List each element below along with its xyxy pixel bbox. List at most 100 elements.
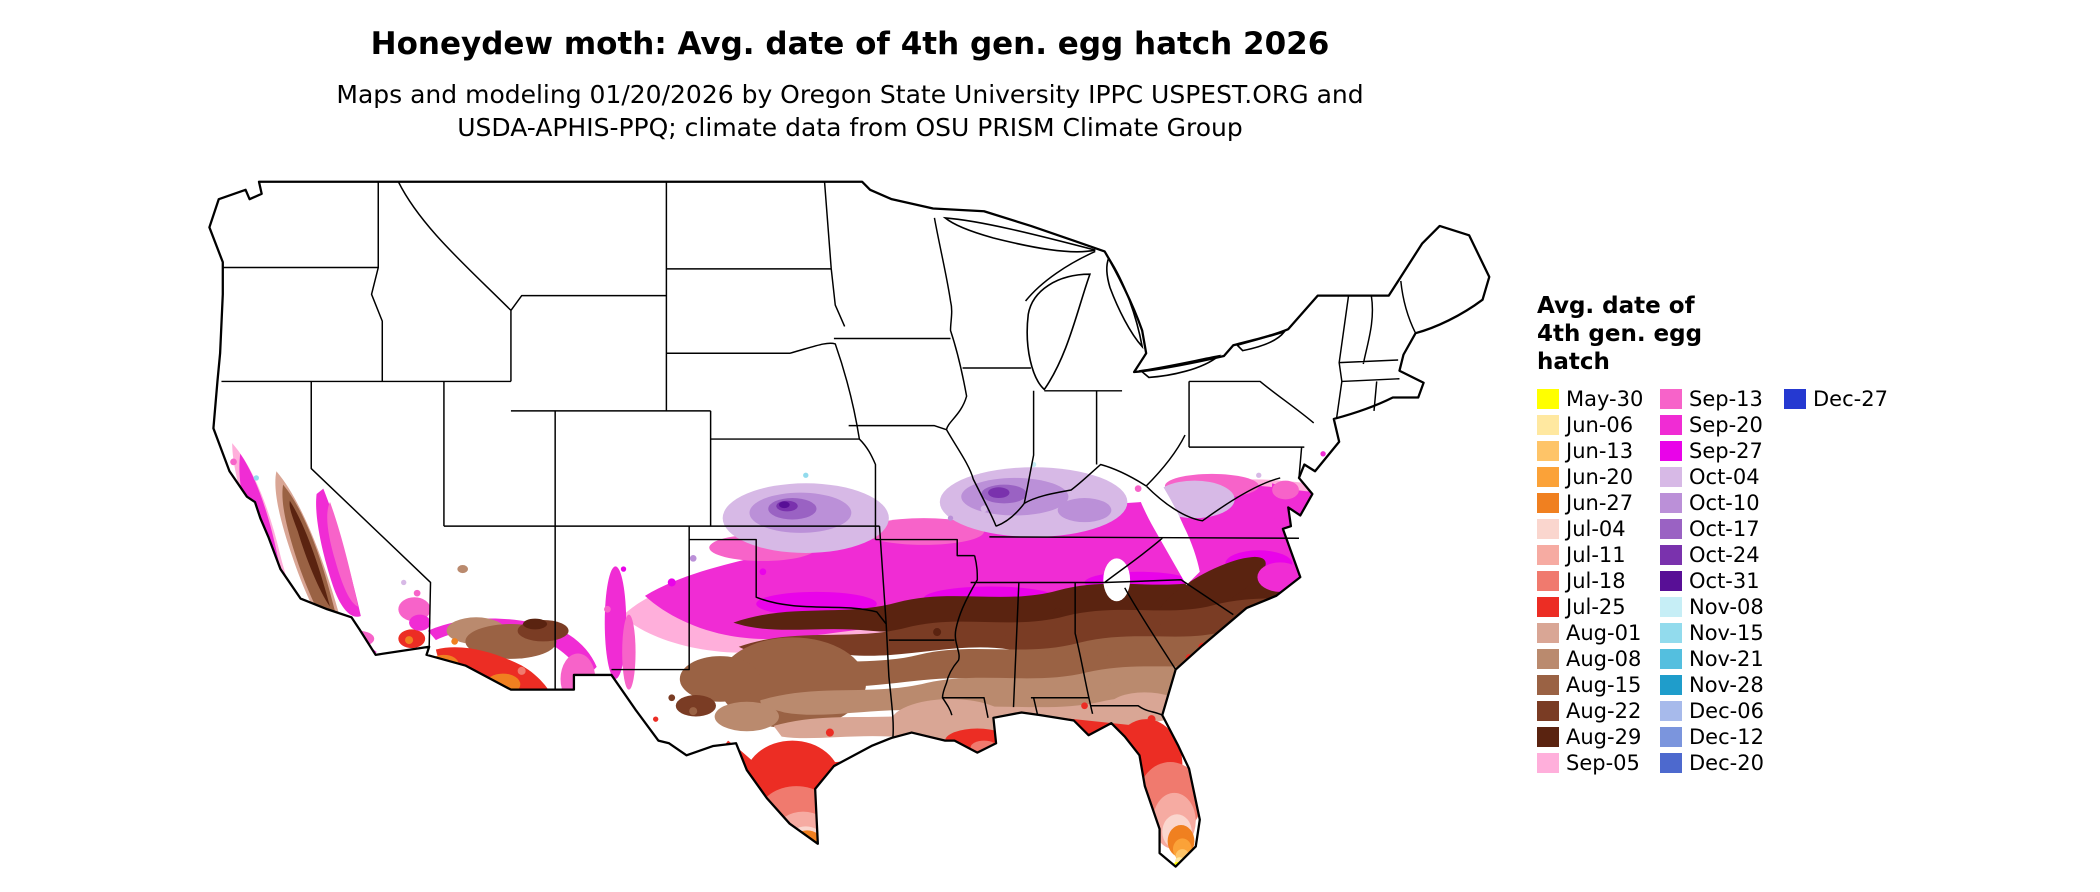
legend-label: Dec-06 [1689,699,1764,723]
legend-item: Dec-12 [1660,724,1764,750]
legend-swatch [1537,571,1559,591]
legend-title: Avg. date of 4th gen. egg hatch [1537,292,1837,376]
legend-swatch [1537,597,1559,617]
legend-item: Nov-15 [1660,620,1764,646]
legend-label: Sep-05 [1566,751,1640,775]
legend-item: Aug-08 [1537,646,1643,672]
legend-label: Oct-10 [1689,491,1760,515]
legend-item: Dec-27 [1784,386,1888,412]
legend-label: Jul-11 [1566,543,1626,567]
legend-item: May-30 [1537,386,1643,412]
legend-item: Nov-28 [1660,672,1764,698]
legend-swatch [1660,467,1682,487]
legend-swatch [1660,675,1682,695]
legend-swatch [1537,493,1559,513]
legend-swatch [1660,441,1682,461]
legend-swatch [1537,441,1559,461]
legend-item: Aug-15 [1537,672,1643,698]
legend-label: Aug-01 [1566,621,1642,645]
legend-column-1: May-30 Jun-06 Jun-13 Jun-20 Jun-27 Jul-0… [1537,386,1643,776]
legend-item: Jun-27 [1537,490,1643,516]
lake-superior [942,216,1096,253]
legend-swatch [1660,493,1682,513]
legend-label: Nov-15 [1689,621,1764,645]
legend-item: Oct-24 [1660,542,1764,568]
lake-michigan [1026,273,1092,391]
legend-label: Oct-17 [1689,517,1760,541]
legend-label: Nov-28 [1689,673,1764,697]
legend-swatch [1537,415,1559,435]
legend-item: Jul-11 [1537,542,1643,568]
legend-item: Jun-13 [1537,438,1643,464]
legend-item: Sep-05 [1537,750,1643,776]
legend-item: Sep-13 [1660,386,1764,412]
legend-item: Oct-04 [1660,464,1764,490]
legend-label: Jul-04 [1566,517,1626,541]
map-color-regions [230,443,1350,867]
legend-swatch [1537,519,1559,539]
legend-label: Dec-27 [1813,387,1888,411]
legend-swatch [1660,519,1682,539]
legend-item: Jul-25 [1537,594,1643,620]
legend-item: Jul-18 [1537,568,1643,594]
legend-label: Aug-22 [1566,699,1642,723]
legend-label: Sep-13 [1689,387,1763,411]
legend-label: Oct-24 [1689,543,1760,567]
page-title: Honeydew moth: Avg. date of 4th gen. egg… [370,26,1330,62]
legend-label: Nov-08 [1689,595,1764,619]
legend-item: Nov-21 [1660,646,1764,672]
legend-item: Jul-04 [1537,516,1643,542]
legend-item: Aug-29 [1537,724,1643,750]
legend-swatch [1537,727,1559,747]
legend-swatch [1660,649,1682,669]
legend-item: Jun-06 [1537,412,1643,438]
legend-swatch [1660,701,1682,721]
subtitle-line-2: USDA-APHIS-PPQ; climate data from OSU PR… [457,113,1243,142]
legend-label: Jun-27 [1566,491,1634,515]
legend-swatch [1537,753,1559,773]
legend-item: Jun-20 [1537,464,1643,490]
legend-title-line-1: Avg. date of [1537,293,1695,319]
legend-label: Aug-29 [1566,725,1642,749]
legend-swatch [1537,649,1559,669]
legend-column-3: Dec-27 [1784,386,1888,412]
legend-label: May-30 [1566,387,1644,411]
legend-title-line-3: hatch [1537,349,1610,375]
legend-item: Oct-17 [1660,516,1764,542]
legend-label: Sep-27 [1689,439,1763,463]
subtitle-line-1: Maps and modeling 01/20/2026 by Oregon S… [336,80,1364,109]
legend-item: Oct-31 [1660,568,1764,594]
legend-swatch [1660,727,1682,747]
subtitle: Maps and modeling 01/20/2026 by Oregon S… [0,78,1700,144]
legend-label: Aug-15 [1566,673,1642,697]
legend-label: Nov-21 [1689,647,1764,671]
legend-label: Jul-25 [1566,595,1626,619]
legend-item: Aug-01 [1537,620,1643,646]
legend-item: Sep-27 [1660,438,1764,464]
legend-swatch [1537,701,1559,721]
legend-swatch [1660,389,1682,409]
legend-swatch [1660,597,1682,617]
legend-label: Jul-18 [1566,569,1626,593]
legend-label: Sep-20 [1689,413,1763,437]
legend-swatch [1660,753,1682,773]
legend-column-2: Sep-13 Sep-20 Sep-27 Oct-04 Oct-10 Oct-1… [1660,386,1764,776]
legend-item: Sep-20 [1660,412,1764,438]
state-borders [221,181,1417,738]
legend-label: Oct-04 [1689,465,1760,489]
legend-swatch [1537,675,1559,695]
legend-label: Oct-31 [1689,569,1760,593]
legend-swatch [1784,389,1806,409]
legend-swatch [1537,545,1559,565]
lake-huron [1106,256,1144,350]
legend-swatch [1537,467,1559,487]
legend-label: Aug-08 [1566,647,1642,671]
legend-item: Nov-08 [1660,594,1764,620]
legend-swatch [1660,415,1682,435]
us-map-graphic [208,180,1491,868]
legend-title-line-2: 4th gen. egg [1537,321,1703,347]
great-lakes [942,216,1287,391]
legend-label: Dec-20 [1689,751,1764,775]
legend-swatch [1537,623,1559,643]
legend-label: Jun-20 [1566,465,1634,489]
